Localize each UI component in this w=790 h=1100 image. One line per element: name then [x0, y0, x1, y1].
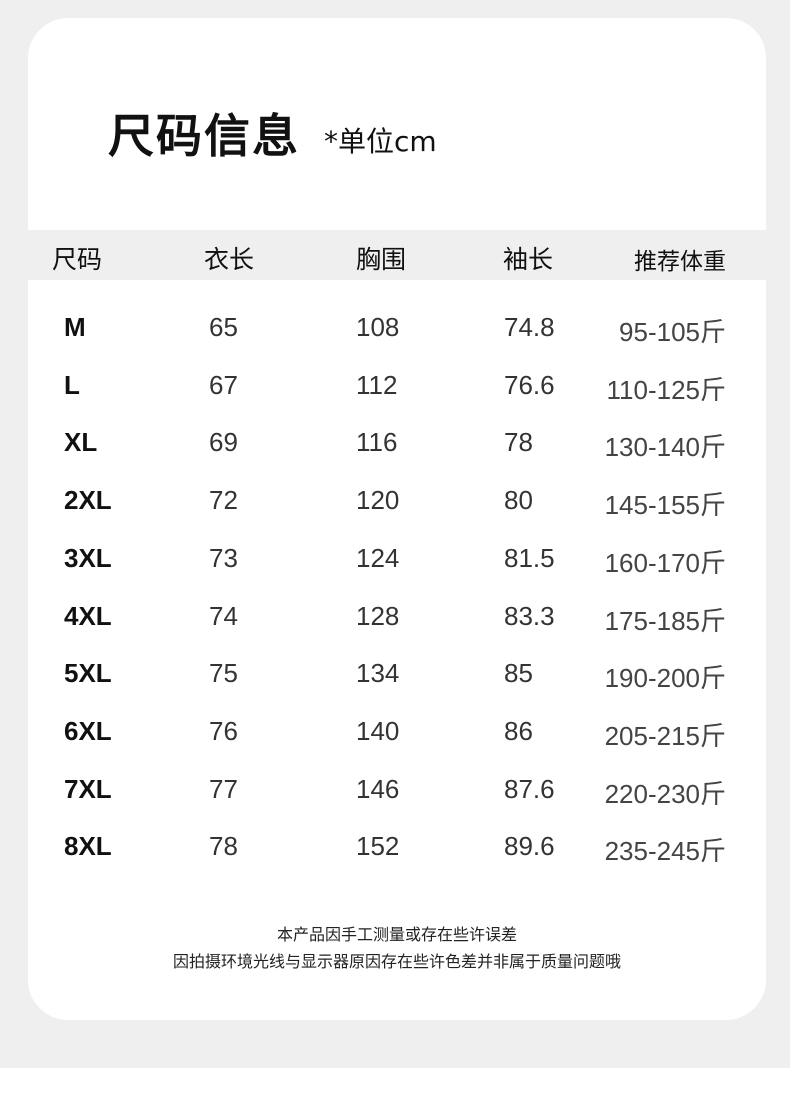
cell-length: 67 [209, 369, 238, 400]
cell-size: 3XL [64, 542, 112, 573]
cell-sleeve: 78 [504, 427, 533, 458]
cell-chest: 112 [356, 369, 398, 400]
cell-weight: 220-230斤 [604, 778, 726, 809]
cell-sleeve: 74.8 [504, 312, 555, 342]
cell-sleeve: 86 [504, 715, 533, 746]
cell-chest: 124 [356, 542, 400, 573]
cell-chest: 152 [356, 831, 400, 862]
cell-weight: 190-200斤 [604, 663, 726, 694]
cell-size: M [64, 312, 86, 342]
cell-sleeve: 80 [504, 485, 533, 516]
cell-length: 78 [209, 831, 238, 862]
cell-sleeve: 83.3 [504, 600, 555, 631]
table-row: 6XL 76 140 86 205-215斤 [28, 716, 766, 756]
header-sleeve: 袖长 [503, 245, 554, 274]
note-line-1: 本产品因手工测量或存在些许误差 [276, 925, 517, 944]
cell-size: 8XL [64, 831, 112, 862]
cell-size: 6XL [64, 715, 112, 746]
header-size: 尺码 [52, 245, 103, 274]
cell-weight: 205-215斤 [604, 720, 726, 751]
cell-weight: 235-245斤 [604, 836, 726, 867]
page-title: 尺码信息 [108, 109, 300, 163]
cell-chest: 116 [356, 427, 398, 458]
cell-weight: 145-155斤 [604, 490, 726, 521]
size-chart-card: 尺码信息 *单位cm 尺码 衣长 胸围 袖长 推荐体重 M 65 108 74.8 95… [28, 18, 766, 1020]
header-weight: 推荐体重 [634, 249, 726, 275]
cell-weight: 130-140斤 [604, 432, 726, 463]
cell-chest: 146 [356, 773, 400, 804]
header-chest: 胸围 [356, 245, 407, 274]
cell-length: 75 [209, 658, 238, 689]
cell-weight: 95-105斤 [619, 317, 726, 347]
cell-size: 4XL [64, 600, 112, 631]
cell-chest: 108 [356, 312, 400, 342]
header-length: 衣长 [204, 245, 255, 274]
unit-label: *单位cm [324, 125, 437, 158]
table-row: 4XL 74 128 83.3 175-185斤 [28, 601, 766, 641]
table-row: M 65 108 74.8 95-105斤 [28, 312, 766, 352]
table-header: 尺码 衣长 胸围 袖长 推荐体重 [28, 230, 766, 280]
cell-chest: 120 [356, 485, 400, 516]
cell-length: 74 [209, 600, 238, 631]
cell-length: 73 [209, 542, 238, 573]
cell-weight: 175-185斤 [604, 605, 726, 636]
note-line-2: 因拍摄环境光线与显示器原因存在些许色差并非属于质量问题哦 [172, 952, 621, 971]
cell-size: 5XL [64, 658, 112, 689]
cell-length: 76 [209, 715, 238, 746]
cell-sleeve: 76.6 [504, 369, 555, 400]
table-row: XL 69 116 78 130-140斤 [28, 427, 766, 467]
cell-size: 2XL [64, 485, 112, 516]
cell-length: 69 [209, 427, 238, 458]
cell-sleeve: 89.6 [504, 831, 555, 862]
table-row: L 67 112 76.6 110-125斤 [28, 370, 766, 410]
cell-sleeve: 87.6 [504, 773, 555, 804]
cell-length: 72 [209, 485, 238, 516]
cell-weight: 160-170斤 [604, 547, 726, 578]
cell-chest: 128 [356, 600, 400, 631]
table-row: 7XL 77 146 87.6 220-230斤 [28, 774, 766, 814]
cell-chest: 140 [356, 715, 400, 746]
cell-weight: 110-125斤 [606, 374, 727, 405]
cell-length: 77 [209, 773, 238, 804]
cell-sleeve: 85 [504, 658, 533, 689]
table-row: 5XL 75 134 85 190-200斤 [28, 658, 766, 698]
cell-size: 7XL [64, 773, 112, 804]
table-row: 8XL 78 152 89.6 235-245斤 [28, 831, 766, 871]
cell-chest: 134 [356, 658, 400, 689]
cell-size: L [64, 369, 80, 400]
table-row: 2XL 72 120 80 145-155斤 [28, 485, 766, 525]
cell-size: XL [64, 427, 98, 458]
table-row: 3XL 73 124 81.5 160-170斤 [28, 543, 766, 583]
cell-sleeve: 81.5 [504, 542, 555, 573]
cell-length: 65 [209, 312, 238, 342]
